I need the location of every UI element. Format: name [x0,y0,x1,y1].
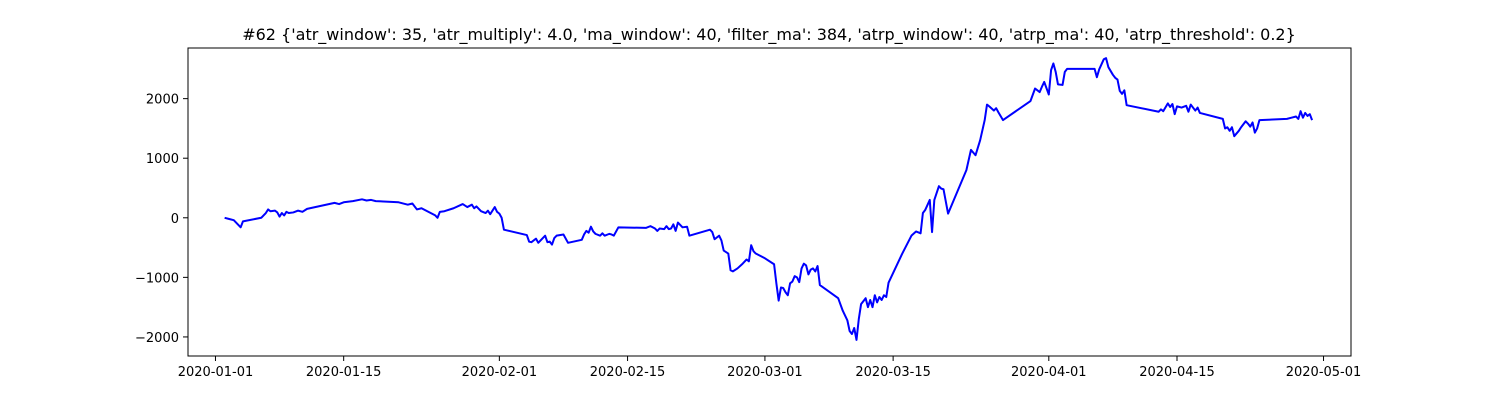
x-tick-label: 2020-01-15 [306,365,382,380]
x-tick-label: 2020-02-01 [462,365,538,380]
x-tick-label: 2020-03-01 [727,365,803,380]
series-line [224,57,1314,341]
y-tick-label: 0 [171,212,179,227]
x-tick-label: 2020-05-01 [1286,365,1362,380]
y-axis: −2000 −1000 0 1000 2000 [135,93,188,346]
chart-title: #62 {'atr_window': 35, 'atr_multiply': 4… [242,25,1296,45]
x-tick-label: 2020-04-01 [1011,365,1087,380]
x-tick-label: 2020-02-15 [590,365,666,380]
x-tick-label: 2020-03-15 [855,365,931,380]
x-tick-label: 2020-01-01 [178,365,254,380]
y-tick-label: −1000 [135,271,179,286]
y-tick-label: 2000 [146,93,179,108]
x-tick-label: 2020-04-15 [1139,365,1215,380]
y-tick-label: 1000 [146,152,179,167]
plot-area [187,47,1352,357]
x-axis: 2020-01-01 2020-01-15 2020-02-01 2020-02-15… [178,356,1362,380]
y-tick-label: −2000 [135,331,179,346]
axes-frame [187,47,1352,357]
